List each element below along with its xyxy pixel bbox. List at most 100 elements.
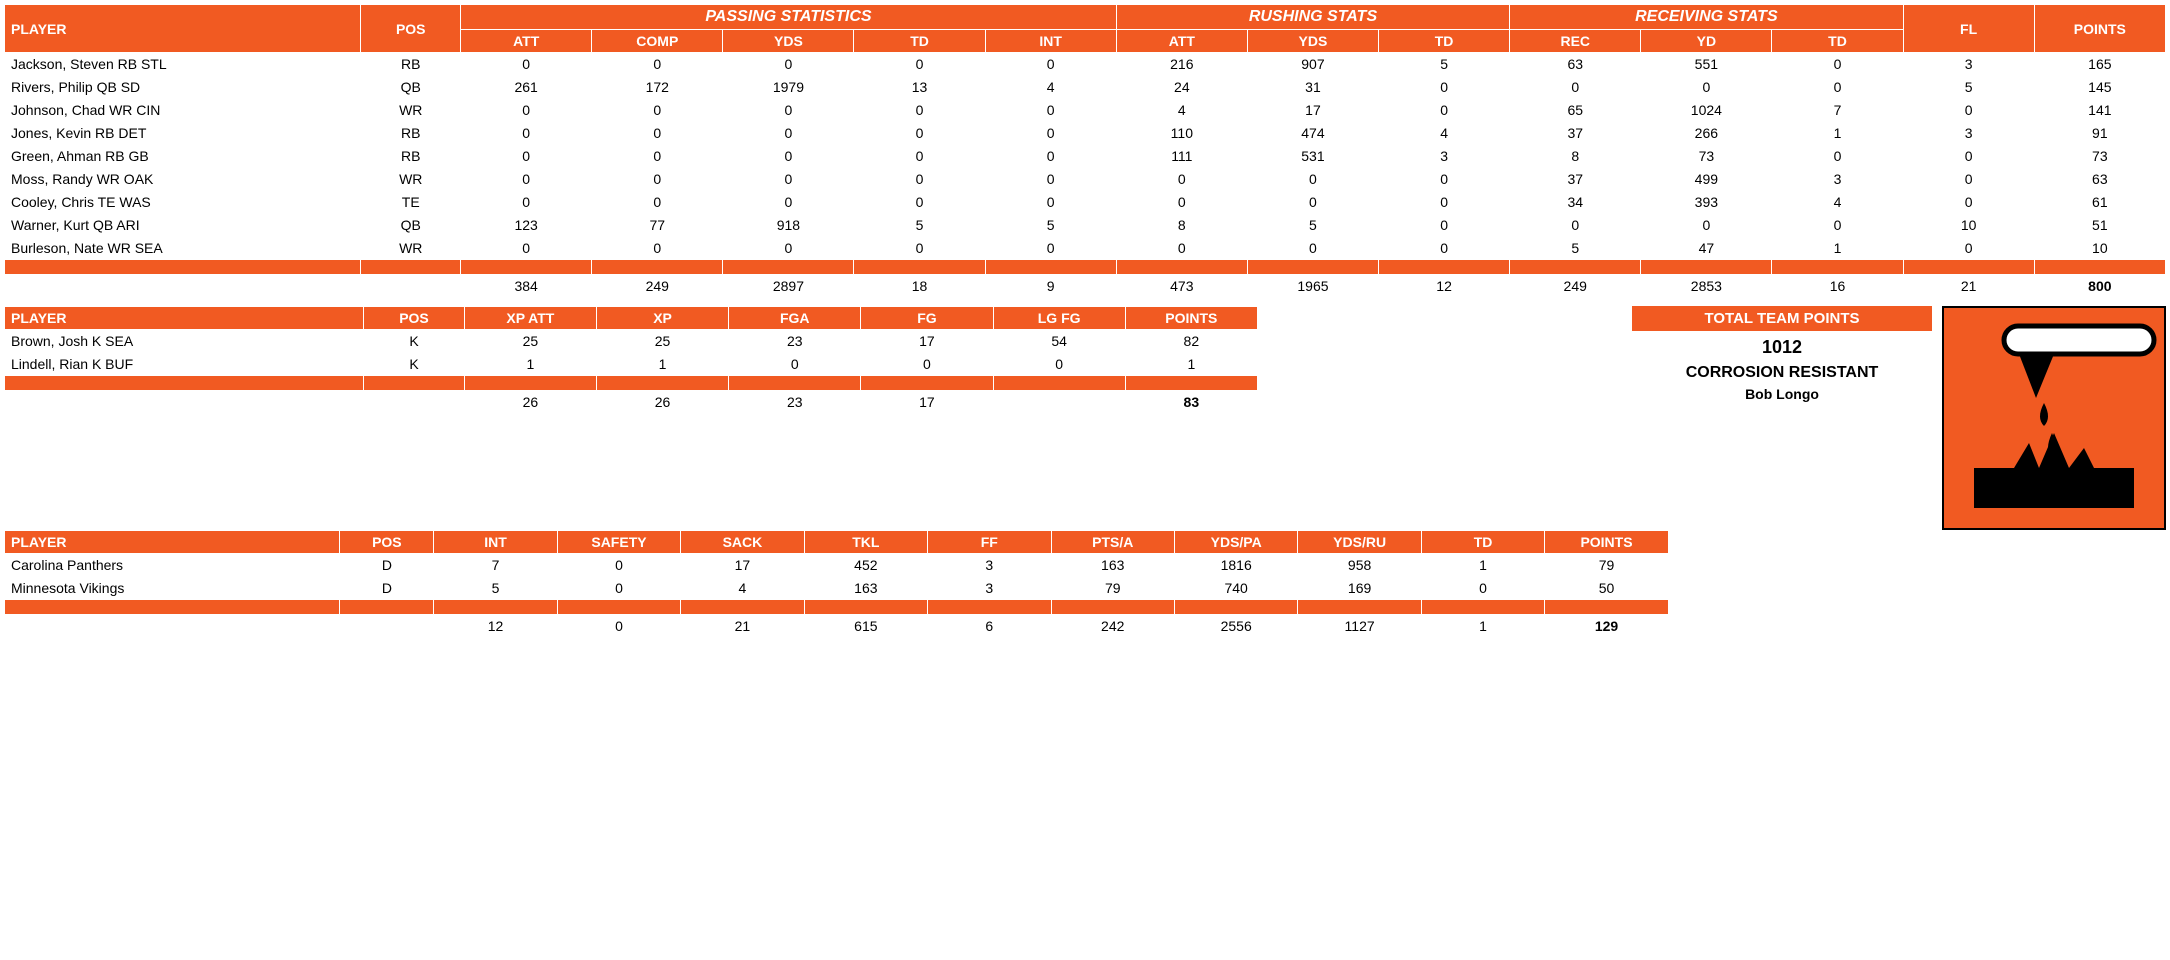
table-row-player: Cooley, Chris TE WAS xyxy=(5,191,361,214)
cell-r_td: 0 xyxy=(1379,168,1510,191)
cell-p_yds: 1979 xyxy=(723,76,854,99)
cell-fl: 3 xyxy=(1903,122,2034,145)
cell-r_td: 0 xyxy=(1379,214,1510,237)
hdr-r-yds: YDS xyxy=(1247,30,1378,53)
table-row-player: Warner, Kurt QB ARI xyxy=(5,214,361,237)
total-lgfg xyxy=(993,391,1125,414)
cell-points: 63 xyxy=(2034,168,2165,191)
cell-fl: 0 xyxy=(1903,145,2034,168)
cell-p_int: 0 xyxy=(985,145,1116,168)
table-row-player: Green, Ahman RB GB xyxy=(5,145,361,168)
d-hdr-td: TD xyxy=(1421,531,1544,554)
cell-rec_yd: 0 xyxy=(1641,214,1772,237)
cell-p_td: 0 xyxy=(854,53,985,76)
cell-ff: 3 xyxy=(928,577,1051,600)
cell-p_att: 0 xyxy=(461,237,592,260)
cell-p_comp: 0 xyxy=(592,168,723,191)
cell-rec_td: 1 xyxy=(1772,122,1903,145)
hdr-p-td: TD xyxy=(854,30,985,53)
cell-xp: 1 xyxy=(596,353,728,376)
k-hdr-pos: POS xyxy=(364,307,465,330)
cell-r_att: 0 xyxy=(1116,168,1247,191)
d-hdr-sack: SACK xyxy=(681,531,804,554)
table-row-player: Lindell, Rian K BUF xyxy=(5,353,364,376)
cell-p_att: 0 xyxy=(461,191,592,214)
cell-rec_yd: 551 xyxy=(1641,53,1772,76)
cell-rec_yd: 0 xyxy=(1641,76,1772,99)
cell-points: 10 xyxy=(2034,237,2165,260)
cell-rec_yd: 47 xyxy=(1641,237,1772,260)
cell-r_td: 0 xyxy=(1379,76,1510,99)
table-row-pos: RB xyxy=(361,53,461,76)
cell-r_att: 110 xyxy=(1116,122,1247,145)
hdr-p-int: INT xyxy=(985,30,1116,53)
corrosive-hazard-icon xyxy=(1942,306,2166,530)
d-hdr-ptsa: PTS/A xyxy=(1051,531,1174,554)
total-fg: 17 xyxy=(861,391,993,414)
cell-p_yds: 0 xyxy=(723,99,854,122)
defense-table: PLAYER POS INT SAFETY SACK TKL FF PTS/A … xyxy=(4,530,1669,638)
cell-p_int: 0 xyxy=(985,99,1116,122)
cell-p_td: 0 xyxy=(854,237,985,260)
team-points-value: 1012 xyxy=(1632,337,1932,358)
cell-p_comp: 0 xyxy=(592,191,723,214)
cell-points: 82 xyxy=(1125,330,1257,353)
hdr-receiving-group: RECEIVING STATS xyxy=(1510,5,1903,30)
cell-points: 79 xyxy=(1545,554,1668,577)
table-row-player: Jackson, Steven RB STL xyxy=(5,53,361,76)
cell-rec_yd: 266 xyxy=(1641,122,1772,145)
team-summary: TOTAL TEAM POINTS 1012 CORROSION RESISTA… xyxy=(1632,306,1932,406)
cell-p_yds: 0 xyxy=(723,168,854,191)
cell-p_att: 0 xyxy=(461,99,592,122)
total-ydspa: 2556 xyxy=(1174,615,1297,638)
cell-p_comp: 0 xyxy=(592,99,723,122)
cell-r_att: 216 xyxy=(1116,53,1247,76)
table-row-pos: RB xyxy=(361,122,461,145)
table-row-player: Minnesota Vikings xyxy=(5,577,340,600)
cell-r_td: 0 xyxy=(1379,191,1510,214)
cell-fl: 0 xyxy=(1903,237,2034,260)
total-p_int: 9 xyxy=(985,275,1116,298)
table-row-pos: D xyxy=(340,554,434,577)
cell-r_td: 0 xyxy=(1379,237,1510,260)
cell-p_yds: 0 xyxy=(723,53,854,76)
total-p_yds: 2897 xyxy=(723,275,854,298)
cell-td: 0 xyxy=(1421,577,1544,600)
table-row-player: Moss, Randy WR OAK xyxy=(5,168,361,191)
cell-r_att: 0 xyxy=(1116,237,1247,260)
hdr-points: POINTS xyxy=(2034,5,2165,53)
hdr-p-comp: COMP xyxy=(592,30,723,53)
total-points: 129 xyxy=(1545,615,1668,638)
total-xpatt: 26 xyxy=(464,391,596,414)
total-p_comp: 249 xyxy=(592,275,723,298)
cell-points: 73 xyxy=(2034,145,2165,168)
cell-p_comp: 0 xyxy=(592,145,723,168)
cell-rec: 0 xyxy=(1510,214,1641,237)
cell-p_int: 5 xyxy=(985,214,1116,237)
table-row-player: Burleson, Nate WR SEA xyxy=(5,237,361,260)
cell-fg: 17 xyxy=(861,330,993,353)
hdr-rushing-group: RUSHING STATS xyxy=(1116,5,1509,30)
cell-p_td: 0 xyxy=(854,145,985,168)
cell-p_td: 5 xyxy=(854,214,985,237)
cell-rec_td: 0 xyxy=(1772,214,1903,237)
cell-p_yds: 0 xyxy=(723,145,854,168)
hdr-r-att: ATT xyxy=(1116,30,1247,53)
cell-points: 1 xyxy=(1125,353,1257,376)
cell-p_yds: 918 xyxy=(723,214,854,237)
cell-fl: 10 xyxy=(1903,214,2034,237)
table-row-pos: QB xyxy=(361,76,461,99)
d-hdr-safety: SAFETY xyxy=(557,531,680,554)
cell-r_td: 4 xyxy=(1379,122,1510,145)
d-hdr-ydspa: YDS/PA xyxy=(1174,531,1297,554)
table-row-pos: WR xyxy=(361,237,461,260)
d-hdr-player: PLAYER xyxy=(5,531,340,554)
cell-safety: 0 xyxy=(557,554,680,577)
total-td: 1 xyxy=(1421,615,1544,638)
table-row-player: Rivers, Philip QB SD xyxy=(5,76,361,99)
cell-r_yds: 0 xyxy=(1247,191,1378,214)
team-name: CORROSION RESISTANT xyxy=(1632,364,1932,382)
cell-fl: 0 xyxy=(1903,168,2034,191)
cell-p_td: 0 xyxy=(854,122,985,145)
cell-p_att: 123 xyxy=(461,214,592,237)
